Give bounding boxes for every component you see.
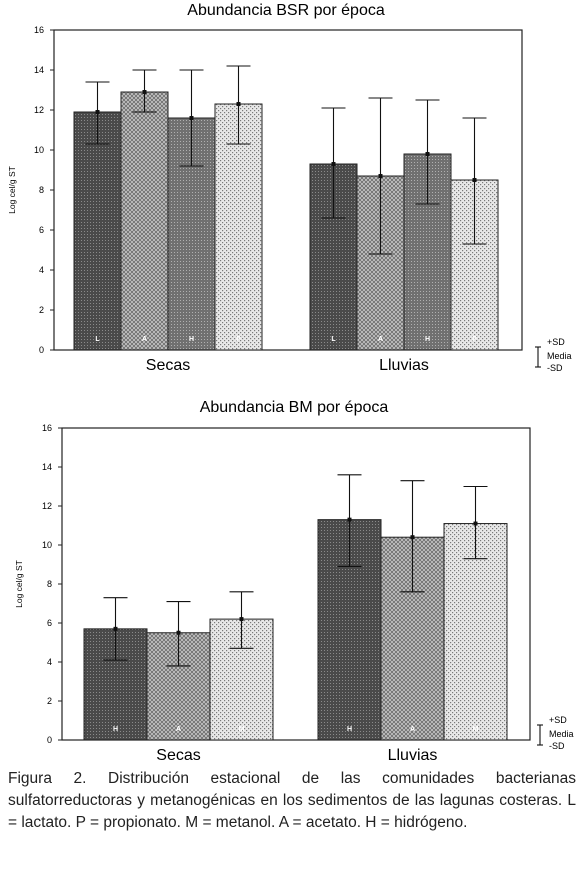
bar-lluvias-m xyxy=(443,523,508,741)
legend-plus-sd: +SD xyxy=(549,715,567,725)
y-tick-label: 14 xyxy=(42,462,52,472)
y-axis-label: Log cel/g ST xyxy=(7,166,17,214)
bar-letter: H xyxy=(113,726,118,733)
bsr-chart: Abundancia BSR por época 0 2 4 6 8 10 12 14 16 Log… xyxy=(7,2,572,374)
y-tick-label: 0 xyxy=(47,735,52,745)
mean-marker xyxy=(113,626,118,631)
mean-marker xyxy=(176,630,181,635)
legend-mean: Media xyxy=(549,729,574,739)
bar-letter: A xyxy=(378,336,383,343)
mean-marker xyxy=(378,174,383,178)
bar-secas-p xyxy=(214,103,263,351)
y-tick-label: 12 xyxy=(42,501,52,511)
bar-secas-a xyxy=(120,91,169,351)
chart-title: Abundancia BM por época xyxy=(200,399,389,416)
y-tick-label: 2 xyxy=(39,305,44,315)
mean-marker xyxy=(239,617,244,622)
y-tick-label: 4 xyxy=(47,657,52,667)
legend-minus-sd: -SD xyxy=(547,363,563,373)
bar-letter: M xyxy=(473,726,479,733)
bar-letter: L xyxy=(95,336,100,343)
legend-minus-sd: -SD xyxy=(549,741,565,751)
y-axis-label: Log cel/g ST xyxy=(14,560,24,608)
bar-letter: P xyxy=(236,336,241,343)
bar-letter: H xyxy=(189,336,194,343)
mean-marker xyxy=(425,152,430,156)
group-label-secas: Secas xyxy=(156,747,200,764)
bar-secas-l xyxy=(73,111,122,351)
y-tick-label: 6 xyxy=(39,225,44,235)
y-tick-label: 4 xyxy=(39,265,44,275)
bar-letter: M xyxy=(239,726,245,733)
mean-marker xyxy=(472,178,477,182)
y-tick-label: 16 xyxy=(42,423,52,433)
bar-letter: A xyxy=(142,336,147,343)
mean-marker xyxy=(410,535,415,540)
bar-letter: A xyxy=(410,726,415,733)
figure-caption: Figura 2. Distribución estacional de las… xyxy=(8,770,576,831)
bar-letter: A xyxy=(176,726,181,733)
chart-title: Abundancia BSR por época xyxy=(187,2,385,19)
group-label-secas: Secas xyxy=(146,357,190,374)
mean-marker xyxy=(189,116,194,120)
y-tick-label: 6 xyxy=(47,618,52,628)
mean-marker xyxy=(142,90,147,94)
mean-marker xyxy=(95,110,100,114)
bar-letter: H xyxy=(425,336,430,343)
mean-marker xyxy=(331,162,336,166)
bar-letter: L xyxy=(331,336,336,343)
y-tick-label: 10 xyxy=(42,540,52,550)
mean-marker xyxy=(236,102,241,106)
mean-marker xyxy=(473,521,478,526)
mean-marker xyxy=(347,517,352,522)
y-tick-label: 12 xyxy=(34,105,44,115)
y-tick-label: 0 xyxy=(39,345,44,355)
y-tick-label: 8 xyxy=(47,579,52,589)
legend-plus-sd: +SD xyxy=(547,337,565,347)
legend-mean: Media xyxy=(547,351,572,361)
bar-letter: P xyxy=(472,336,477,343)
y-tick-label: 2 xyxy=(47,696,52,706)
group-label-lluvias: Lluvias xyxy=(388,747,438,764)
y-tick-label: 8 xyxy=(39,185,44,195)
y-tick-label: 10 xyxy=(34,145,44,155)
bar-letter: H xyxy=(347,726,352,733)
y-tick-label: 14 xyxy=(34,65,44,75)
y-tick-label: 16 xyxy=(34,25,44,35)
bm-chart: Abundancia BM por época 0 2 4 6 8 10 12 14 16 Log … xyxy=(14,399,574,764)
group-label-lluvias: Lluvias xyxy=(379,357,429,374)
